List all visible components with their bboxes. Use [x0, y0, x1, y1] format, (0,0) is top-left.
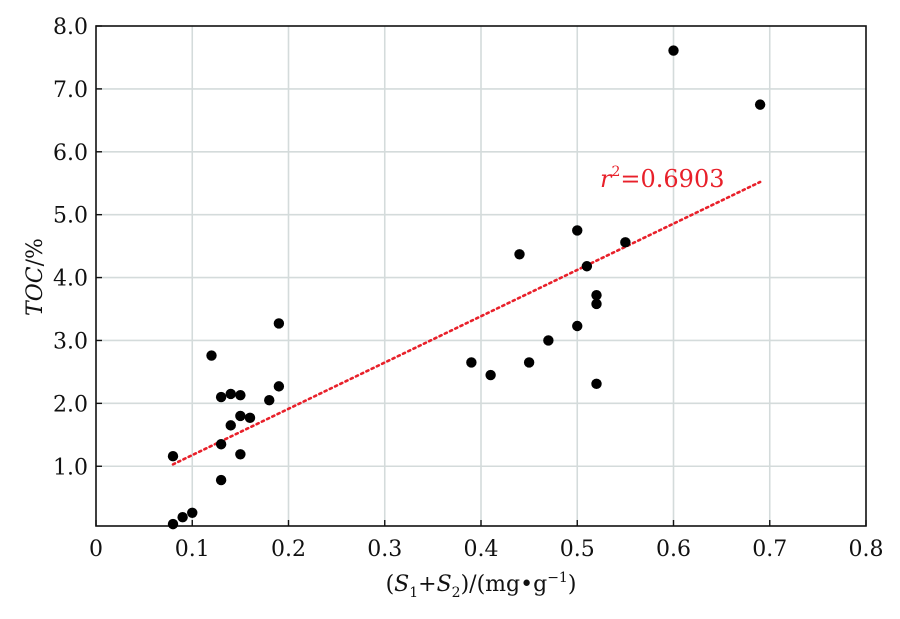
- data-point: [215, 391, 227, 403]
- x-tick-label: 0: [89, 537, 103, 562]
- y-tick-label: 2.0: [53, 392, 88, 417]
- data-point: [244, 412, 256, 424]
- x-tick-label: 0.7: [752, 537, 787, 562]
- data-point: [581, 261, 593, 272]
- x-tick-labels: 0 0.1 0.2 0.3 0.4 0.5 0.6 0.7 0.8: [89, 537, 884, 562]
- x-tick-label: 0.1: [175, 537, 210, 562]
- data-point: [225, 420, 236, 431]
- data-point: [167, 450, 179, 462]
- x-tick-label: 0.5: [560, 537, 595, 562]
- data-point: [754, 99, 766, 110]
- y-tick-label: 8.0: [53, 15, 88, 40]
- data-point: [591, 289, 602, 301]
- x-tick-label: 0.8: [849, 537, 884, 562]
- data-point: [273, 318, 285, 329]
- data-point: [466, 357, 477, 368]
- y-tick-label: 7.0: [53, 78, 88, 103]
- x-tick-label: 0.4: [464, 537, 499, 562]
- data-point: [273, 381, 285, 392]
- y-tick-labels: 1.0 2.0 3.0 4.0 5.0 6.0 7.0 8.0: [53, 15, 88, 480]
- x-tick-label: 0.3: [367, 537, 402, 562]
- data-point: [572, 225, 583, 236]
- data-point: [591, 378, 602, 390]
- data-point: [225, 388, 236, 400]
- data-point: [523, 357, 535, 368]
- data-point: [591, 298, 602, 310]
- data-point: [485, 369, 496, 381]
- data-point: [543, 335, 554, 346]
- data-point: [187, 507, 198, 518]
- data-point: [235, 410, 246, 422]
- data-point: [206, 350, 217, 361]
- data-point: [668, 45, 679, 56]
- grid: [96, 26, 866, 526]
- x-axis-title: (S1+S2)/(mg•g−1): [386, 570, 577, 601]
- x-tick-label: 0.2: [271, 537, 306, 562]
- y-tick-label: 3.0: [53, 329, 88, 354]
- data-point: [620, 237, 631, 248]
- trendline: [171, 180, 762, 466]
- tick-marks: [95, 25, 867, 526]
- data-point: [264, 395, 275, 406]
- x-tick-label: 0.6: [656, 537, 691, 562]
- y-tick-label: 6.0: [53, 141, 88, 166]
- y-tick-label: 4.0: [53, 267, 88, 292]
- data-point: [167, 518, 179, 530]
- data-point: [235, 389, 246, 401]
- data-point: [215, 474, 227, 486]
- y-tick-label: 1.0: [53, 455, 88, 480]
- y-tick-label: 5.0: [53, 204, 88, 229]
- data-point: [177, 511, 188, 523]
- data-point: [514, 249, 525, 260]
- data-points: [167, 45, 766, 530]
- data-point: [572, 320, 583, 332]
- data-point: [235, 449, 246, 460]
- data-point: [215, 439, 227, 450]
- y-axis-title: TOC/%: [23, 238, 48, 316]
- r-squared-annotation: r2=0.6903: [600, 164, 725, 193]
